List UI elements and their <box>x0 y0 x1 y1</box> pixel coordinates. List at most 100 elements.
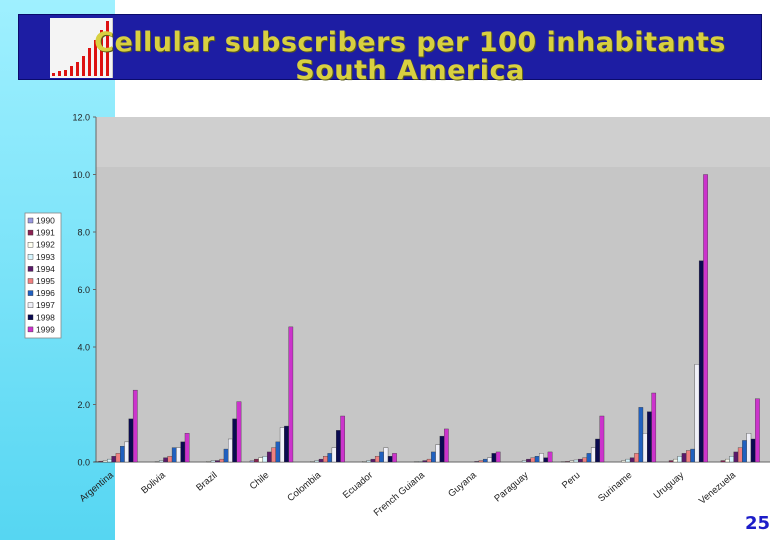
bar <box>111 456 117 463</box>
bar <box>107 458 112 463</box>
bar <box>362 461 367 463</box>
bar <box>491 453 497 463</box>
bar <box>331 447 337 463</box>
legend-swatch <box>27 241 34 248</box>
bar <box>543 457 549 463</box>
bar <box>370 458 376 463</box>
bar <box>698 260 704 463</box>
bar <box>128 418 134 463</box>
bar <box>725 458 730 463</box>
bar <box>323 456 328 463</box>
legend-label: 1990 <box>36 216 55 226</box>
bar <box>599 415 605 463</box>
bar <box>439 435 445 463</box>
slide-title: Cellular subscribers per 100 inhabitants <box>94 27 726 58</box>
x-category-label: Guyana <box>446 469 479 499</box>
bar <box>249 460 255 463</box>
legend-label: 1999 <box>36 324 55 334</box>
x-category-label: French Guiana <box>372 469 428 518</box>
x-category-label: Paraguay <box>492 470 530 505</box>
legend-swatch <box>27 290 34 296</box>
bar <box>379 451 384 463</box>
plot-area <box>96 117 770 462</box>
bar <box>262 456 268 463</box>
bar <box>176 447 181 463</box>
bar <box>647 411 652 463</box>
bar <box>625 458 631 463</box>
y-tick-label: 6.0 <box>77 285 90 295</box>
bar <box>314 460 320 463</box>
bar <box>387 456 393 463</box>
bar <box>288 326 294 463</box>
bar <box>521 460 527 463</box>
bar <box>215 460 220 463</box>
y-tick-label: 12.0 <box>72 113 90 123</box>
y-tick-label: 4.0 <box>77 343 90 353</box>
bar <box>677 456 683 463</box>
bar <box>668 460 674 463</box>
bar <box>586 453 592 463</box>
bar <box>271 447 276 463</box>
x-category-label: Venezuela <box>697 469 739 506</box>
x-category-label: Bolivia <box>139 469 168 496</box>
bar <box>102 460 108 463</box>
x-category-label: Brazil <box>194 470 219 494</box>
x-category-label: Argentina <box>78 469 117 504</box>
bar <box>530 457 536 463</box>
bar <box>642 433 648 463</box>
bar <box>418 461 423 463</box>
bar <box>115 453 121 463</box>
bar <box>526 458 531 463</box>
bar <box>340 415 345 463</box>
bar <box>703 174 708 463</box>
bar <box>98 460 104 463</box>
bar <box>681 453 687 463</box>
bar <box>638 407 644 463</box>
legend-swatch <box>27 217 34 224</box>
bar <box>206 461 212 463</box>
plot-area-top-shade <box>96 117 770 167</box>
bar <box>254 458 259 463</box>
y-tick-label: 8.0 <box>77 228 90 238</box>
bar <box>120 446 125 463</box>
legend-label: 1994 <box>36 264 55 274</box>
bar <box>383 447 389 463</box>
x-category-label: Uruguay <box>652 470 687 502</box>
legend-swatch <box>27 302 34 308</box>
legend-swatch <box>27 229 34 236</box>
legend-swatch <box>27 266 34 272</box>
bar <box>573 459 579 463</box>
bar <box>366 460 372 463</box>
bar <box>755 398 760 463</box>
bar <box>737 447 743 463</box>
bar <box>750 438 756 463</box>
x-category-label: Chile <box>248 470 272 492</box>
bar <box>275 441 281 463</box>
page-number: 25 <box>744 513 770 534</box>
bar <box>565 461 570 463</box>
y-tick-label: 10.0 <box>72 170 90 180</box>
bar <box>690 448 696 463</box>
bar <box>327 453 333 463</box>
bar <box>426 458 432 463</box>
bar <box>392 453 397 463</box>
x-category-label: Ecuador <box>341 470 375 501</box>
bar <box>132 389 138 463</box>
bar <box>487 457 492 463</box>
bar <box>569 460 575 463</box>
bar <box>686 450 691 463</box>
bar <box>444 428 449 463</box>
bar <box>651 392 657 463</box>
bar <box>534 456 540 463</box>
bar <box>733 451 739 463</box>
bar <box>746 433 752 463</box>
bar <box>184 433 190 463</box>
legend-label: 1992 <box>36 240 55 250</box>
bar <box>482 458 488 463</box>
bar <box>124 441 129 463</box>
bar <box>180 441 186 463</box>
legend-swatch <box>27 278 34 284</box>
bar <box>167 456 173 463</box>
bar <box>634 453 639 463</box>
bar <box>422 460 428 463</box>
